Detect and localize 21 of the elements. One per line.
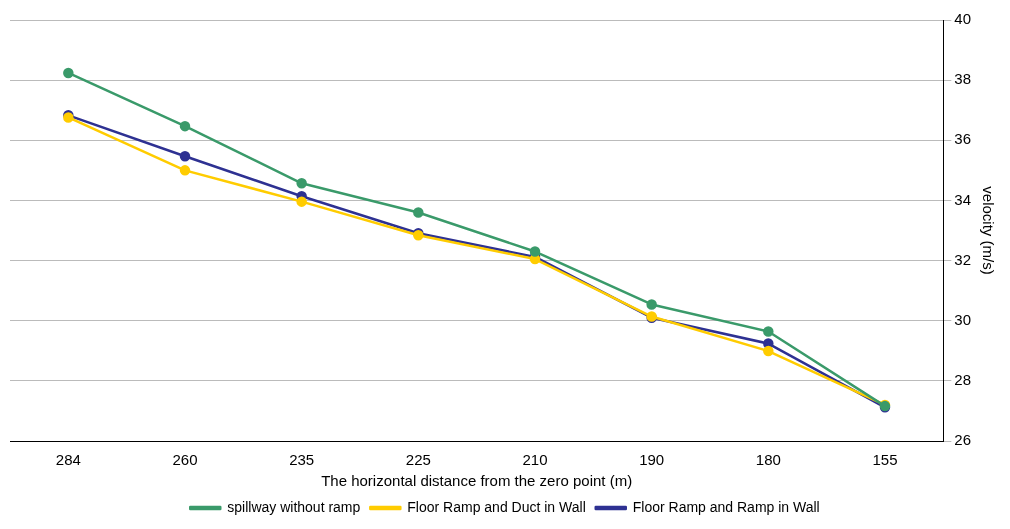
x-tick-label: 260 [172, 451, 198, 469]
y-tick-label: 32 [954, 250, 971, 268]
x-axis-title: The horizontal distance from the zero point (m) [321, 472, 633, 490]
y-tick-label: 38 [954, 70, 971, 88]
y-tick-label: 26 [954, 431, 971, 449]
y-tick-label: 30 [954, 310, 971, 328]
x-tick-label: 210 [522, 451, 548, 469]
x-tick-label: 284 [55, 451, 81, 469]
x-tick-label: 155 [872, 451, 898, 469]
legend-label: Floor Ramp and Ramp in Wall [632, 498, 820, 515]
x-tick-label: 180 [755, 451, 781, 469]
x-tick-label: 225 [405, 451, 431, 469]
y-tick-label: 40 [954, 10, 971, 28]
x-tick-label: 190 [639, 451, 665, 469]
legend-label: Floor Ramp and Duct in Wall [407, 498, 586, 515]
y-tick-label: 28 [954, 371, 971, 388]
y-tick-label: 34 [954, 190, 971, 208]
y-axis-title: velocity (m/s) [979, 186, 997, 275]
y-tick-label: 36 [954, 130, 971, 148]
x-tick-label: 235 [289, 451, 315, 469]
legend-label: spillway without ramp [227, 498, 361, 515]
